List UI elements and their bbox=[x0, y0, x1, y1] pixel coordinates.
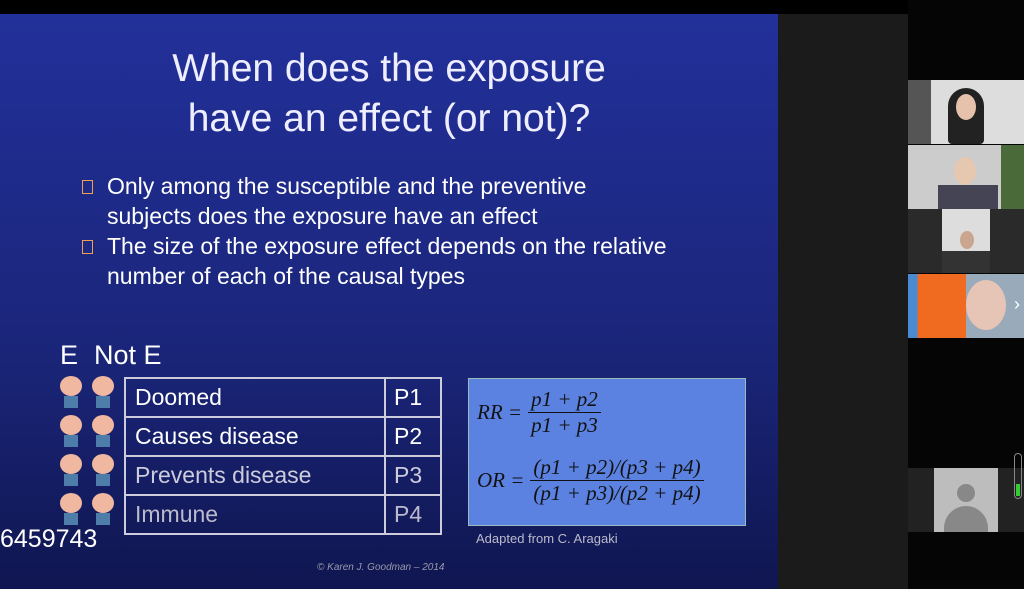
rr-numerator: p1 + p2 bbox=[528, 387, 601, 413]
title-line: When does the exposure bbox=[172, 47, 606, 90]
cartoon-kid-icon bbox=[60, 415, 82, 447]
bullet: The size of the exposure effect depends … bbox=[82, 231, 667, 291]
cartoon-kid-icon bbox=[92, 454, 114, 486]
type-cell: Doomed bbox=[124, 377, 386, 418]
table-row: Causes disease P2 bbox=[124, 416, 442, 457]
participant-strip: › bbox=[908, 0, 1024, 589]
or-formula: OR = (p1 + p2)/(p3 + p4) (p1 + p3)/(p2 + p… bbox=[477, 455, 704, 506]
bullet-box-icon bbox=[82, 180, 93, 194]
participant-video-off[interactable] bbox=[908, 468, 1024, 532]
cartoon-kid-icon bbox=[92, 493, 114, 525]
or-numerator: (p1 + p2)/(p3 + p4) bbox=[530, 455, 704, 481]
bullet-text: Only among the susceptible and the preve… bbox=[107, 173, 587, 229]
p-cell: P3 bbox=[384, 455, 442, 496]
participant-video[interactable] bbox=[908, 80, 1024, 144]
shared-slide: When does the exposure have an effect (o… bbox=[0, 14, 778, 589]
label-not-e: Not E bbox=[94, 340, 162, 370]
participant-video[interactable]: › bbox=[908, 274, 1024, 338]
p-cell: P2 bbox=[384, 416, 442, 457]
slide-title: When does the exposure have an effect (o… bbox=[0, 44, 778, 144]
type-cell: Causes disease bbox=[124, 416, 386, 457]
formula-box: RR = p1 + p2 p1 + p3 OR = (p1 + p2)/(p3 + p… bbox=[468, 378, 746, 526]
cartoon-kid-icon bbox=[92, 376, 114, 408]
chevron-right-icon[interactable]: › bbox=[1014, 294, 1020, 314]
gutter bbox=[778, 14, 908, 589]
rr-denominator: p1 + p3 bbox=[531, 413, 598, 437]
title-line: have an effect (or not)? bbox=[187, 97, 591, 140]
rr-formula: RR = p1 + p2 p1 + p3 bbox=[477, 387, 601, 438]
audio-level-icon bbox=[1014, 453, 1022, 499]
bullet: Only among the susceptible and the preve… bbox=[82, 171, 667, 231]
cartoon-kid-icon bbox=[60, 493, 82, 525]
copyright: © Karen J. Goodman – 2014 bbox=[317, 562, 445, 573]
adapted-note: Adapted from C. Aragaki bbox=[476, 531, 618, 546]
type-cell: Immune bbox=[124, 494, 386, 535]
bullet-text: The size of the exposure effect depends … bbox=[107, 233, 667, 289]
or-denominator: (p1 + p3)/(p2 + p4) bbox=[533, 481, 701, 505]
rr-lhs: RR = bbox=[477, 400, 523, 424]
causal-types-table: Doomed P1 Causes disease P2 Prevents disea… bbox=[124, 377, 442, 535]
participant-video[interactable] bbox=[908, 145, 1024, 209]
cartoon-kid-icon bbox=[60, 454, 82, 486]
or-lhs: OR = bbox=[477, 468, 525, 492]
label-e: E bbox=[60, 340, 79, 370]
bullet-list: Only among the susceptible and the preve… bbox=[82, 171, 667, 291]
cartoon-kid-icon bbox=[92, 415, 114, 447]
participant-video[interactable] bbox=[908, 209, 1024, 273]
overlay-number: 6459743 bbox=[0, 525, 98, 553]
p-cell: P4 bbox=[384, 494, 442, 535]
bullet-box-icon bbox=[82, 240, 93, 254]
table-row: Doomed P1 bbox=[124, 377, 442, 418]
cartoon-kid-icon bbox=[60, 376, 82, 408]
table-row: Prevents disease P3 bbox=[124, 455, 442, 496]
p-cell: P1 bbox=[384, 377, 442, 418]
type-cell: Prevents disease bbox=[124, 455, 386, 496]
exposure-labels: E Not E bbox=[60, 340, 178, 371]
table-row: Immune P4 bbox=[124, 494, 442, 535]
